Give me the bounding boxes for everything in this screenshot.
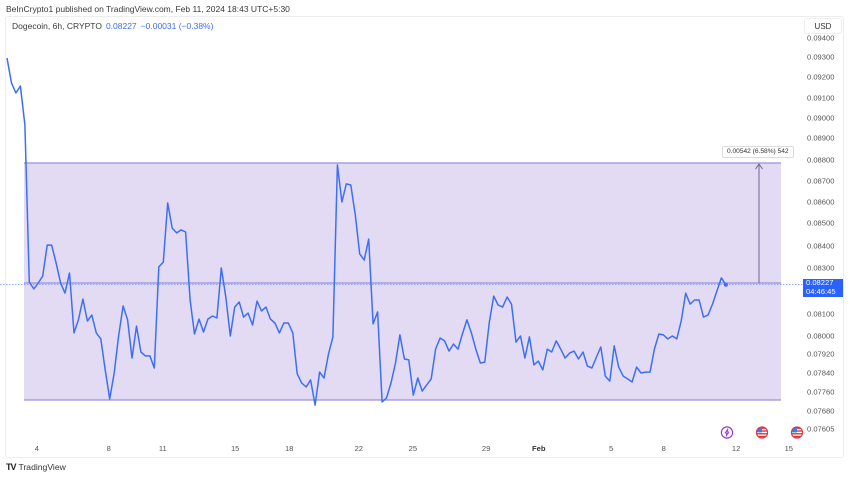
price-tick-label: 0.08900 [807, 133, 835, 143]
price-tick-label: 0.07680 [807, 406, 835, 416]
price-tick-label: 0.08600 [807, 197, 835, 207]
price-tick-label: 0.08100 [807, 309, 835, 319]
price-line [6, 57, 727, 406]
symbol-title[interactable]: Dogecoin, 6h, CRYPTO [12, 21, 102, 31]
price-tick-label: 0.09000 [807, 113, 835, 123]
brand-name: TradingView [18, 462, 66, 472]
measure-arrow-head-icon [755, 163, 763, 170]
tradingview-brand[interactable]: TV TradingView [6, 462, 66, 472]
tradingview-logo-icon: TV [6, 462, 16, 472]
time-tick-label: 22 [354, 444, 364, 453]
us-flag-icon[interactable] [755, 426, 769, 439]
price-tick-label: 0.07760 [807, 387, 835, 397]
measure-label: 0.00542 (6.58%) 542 [722, 146, 794, 158]
last-price-label: 0.08227 04:46:45 [803, 279, 843, 297]
bar-countdown: 04:46:45 [806, 287, 836, 296]
time-tick-label: 8 [106, 444, 111, 453]
price-tick-label: 0.08800 [807, 155, 835, 165]
price-tick-label: 0.07605 [807, 424, 835, 434]
price-tick-label: 0.08300 [807, 263, 835, 273]
time-tick-label: 18 [284, 444, 294, 453]
time-tick-label: 12 [731, 444, 741, 453]
time-tick-label: 25 [408, 444, 418, 453]
time-tick-label: 4 [34, 444, 40, 453]
price-tick-label: 0.09300 [807, 52, 835, 62]
legend-change: −0.00031 (−0.38%) [140, 21, 214, 31]
last-price-value: 0.08227 [806, 278, 834, 288]
us-flag-icon[interactable] [790, 426, 804, 439]
price-tick-label: 0.08500 [807, 218, 835, 228]
price-tick-label: 0.08400 [807, 241, 835, 251]
time-tick-label: 8 [661, 444, 666, 453]
last-price-dot [723, 282, 728, 287]
lightning-icon[interactable] [720, 426, 734, 439]
currency-button[interactable]: USD [804, 18, 842, 34]
time-tick-label: 5 [608, 444, 614, 453]
price-tick-label: 0.09100 [807, 93, 835, 103]
time-tick-label: 15 [784, 444, 794, 453]
price-tick-label: 0.07920 [807, 349, 835, 359]
price-tick-label: 0.09400 [807, 33, 835, 43]
time-tick-label: 15 [230, 444, 240, 453]
time-tick-label: 11 [158, 444, 167, 453]
price-range-box[interactable] [24, 163, 781, 400]
time-tick-label: 29 [481, 444, 491, 453]
price-tick-label: 0.09200 [807, 72, 835, 82]
symbol-legend: Dogecoin, 6h, CRYPTO 0.08227 −0.00031 (−0.… [12, 21, 213, 31]
price-tick-label: 0.08700 [807, 176, 835, 186]
price-tick-label: 0.07840 [807, 368, 835, 378]
time-tick-label: Feb [532, 444, 546, 453]
published-caption: BeInCrypto1 published on TradingView.com… [6, 4, 290, 14]
legend-last-price: 0.08227 [105, 21, 137, 31]
price-tick-label: 0.08000 [807, 331, 835, 341]
